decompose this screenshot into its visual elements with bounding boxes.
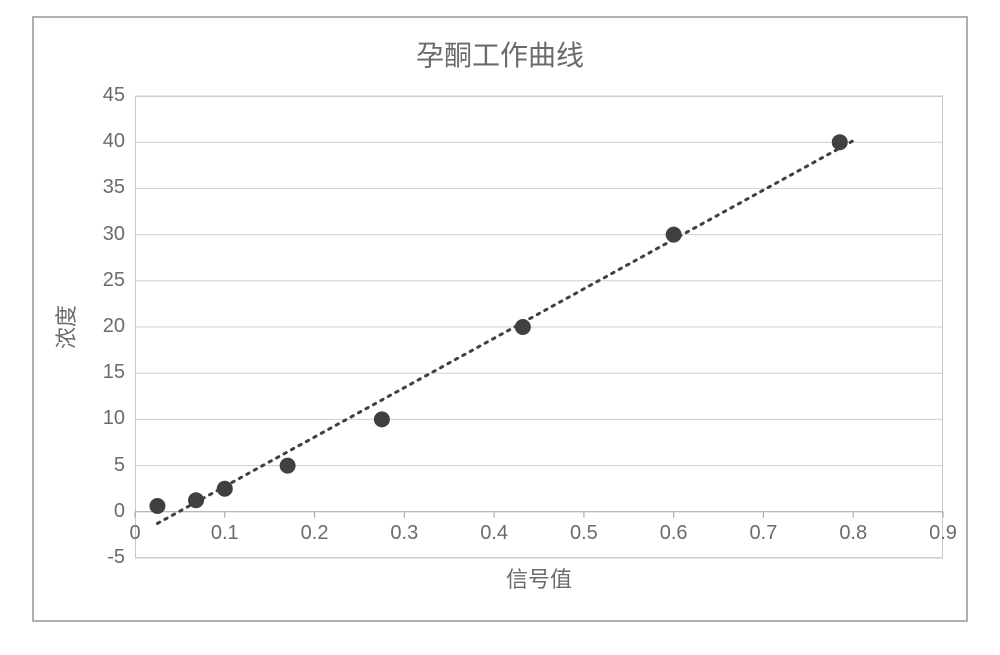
- data-point: [374, 411, 390, 427]
- x-tick-label: 0.6: [660, 522, 688, 545]
- y-tick-label: 0: [114, 500, 125, 523]
- y-tick-label: 30: [103, 223, 125, 246]
- chart-title: 孕酮工作曲线: [32, 34, 968, 74]
- y-tick-label: 45: [103, 84, 125, 107]
- x-tick-label: 0.9: [929, 522, 957, 545]
- x-tick-label: 0: [129, 522, 140, 545]
- y-tick-label: 5: [114, 454, 125, 477]
- y-tick-label: 25: [103, 269, 125, 292]
- x-tick-label: 0.8: [839, 522, 867, 545]
- x-tick-label: 0.2: [301, 522, 329, 545]
- x-axis-label: 信号值: [506, 562, 572, 594]
- x-tick-label: 0.7: [750, 522, 778, 545]
- y-tick-label: 10: [103, 407, 125, 430]
- plot-svg: [135, 96, 943, 558]
- data-point: [666, 227, 682, 243]
- data-point: [832, 134, 848, 150]
- x-tick-label: 0.3: [390, 522, 418, 545]
- data-point: [280, 458, 296, 474]
- x-tick-label: 0.4: [480, 522, 508, 545]
- data-point: [188, 492, 204, 508]
- y-tick-label: 35: [103, 176, 125, 199]
- data-point: [217, 481, 233, 497]
- y-tick-label: 15: [103, 361, 125, 384]
- y-tick-label: 20: [103, 315, 125, 338]
- y-axis-label: 浓度: [49, 305, 81, 349]
- x-tick-label: 0.5: [570, 522, 598, 545]
- data-point: [149, 498, 165, 514]
- y-tick-label: -5: [107, 546, 125, 569]
- data-point: [515, 319, 531, 335]
- y-tick-label: 40: [103, 130, 125, 153]
- x-tick-label: 0.1: [211, 522, 239, 545]
